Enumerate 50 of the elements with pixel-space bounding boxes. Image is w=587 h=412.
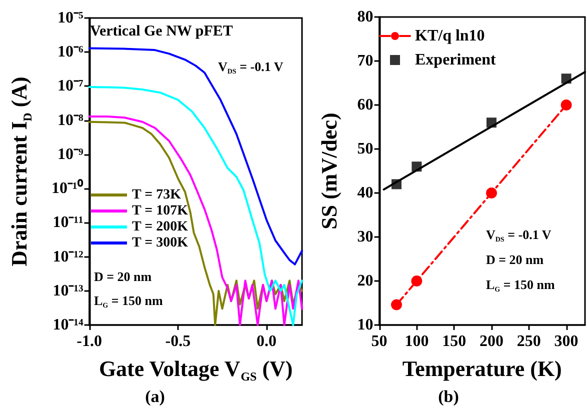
point: [391, 299, 402, 310]
y-tick-label: 40: [357, 184, 374, 202]
point: [412, 162, 422, 172]
legend-label: T = 200K: [132, 220, 188, 234]
legend-label: Experiment: [415, 52, 497, 68]
text: (b): [438, 387, 459, 406]
text: (a): [145, 387, 165, 406]
y-axis-title: Drain current ID (A): [6, 76, 34, 266]
annotation: D = 20 nm: [94, 269, 152, 284]
line-series: [88, 47, 303, 266]
x-tick-label: 200: [480, 332, 504, 350]
y-tick-label: 10⁻⁹: [58, 146, 84, 163]
y-tick-label: 70: [357, 52, 374, 70]
x-tick-label: 50: [371, 332, 388, 350]
legend-label: KT/q ln10: [415, 28, 485, 44]
y-tick-label: 50: [357, 140, 374, 158]
y-tick-label: 10⁻⁵: [58, 10, 84, 26]
point: [561, 74, 572, 84]
y-tick-label: 10⁻⁷: [58, 78, 84, 95]
y-tick-label: 10⁻¹⁰: [52, 179, 84, 198]
y-axis-title: SS (mV/dec): [316, 112, 342, 230]
point: [392, 179, 402, 190]
x-axis-title: Temperature (K): [402, 356, 562, 381]
y-tick-label: 10: [357, 316, 374, 334]
y-tick-label: 10⁻⁶: [58, 44, 84, 61]
annotation: Vertical Ge NW pFET: [90, 24, 233, 40]
annotation: D = 20 nm: [486, 252, 544, 267]
y-tick-label: 80: [357, 8, 374, 26]
x-tick-label: 150: [442, 332, 466, 350]
point: [486, 118, 496, 128]
x-tick-label: 300: [554, 332, 578, 350]
y-tick-label: 20: [357, 272, 374, 290]
legend-label: T = 300K: [132, 236, 188, 250]
x-tick-label: 0.0: [256, 332, 277, 350]
y-tick-label: 10⁻¹³: [52, 282, 84, 300]
y-tick-label: 60: [357, 96, 374, 114]
y-tick-label: 10⁻¹¹: [52, 214, 84, 232]
y-tick-label: 10⁻¹²: [52, 248, 84, 266]
point: [411, 276, 422, 286]
y-tick-label: 10⁻⁸: [58, 112, 84, 129]
x-tick-label: 100: [404, 332, 429, 350]
legend-label: T = 107K: [132, 204, 188, 218]
y-tick-label: 30: [357, 228, 374, 246]
x-tick-label: -1.0: [76, 332, 102, 350]
point: [560, 100, 572, 110]
y-tick-label: 10⁻¹⁴: [52, 316, 84, 334]
x-tick-label: 250: [516, 332, 541, 350]
legend-label: T = 73K: [132, 188, 182, 202]
x-tick-label: -0.5: [165, 332, 191, 350]
point: [486, 188, 497, 198]
